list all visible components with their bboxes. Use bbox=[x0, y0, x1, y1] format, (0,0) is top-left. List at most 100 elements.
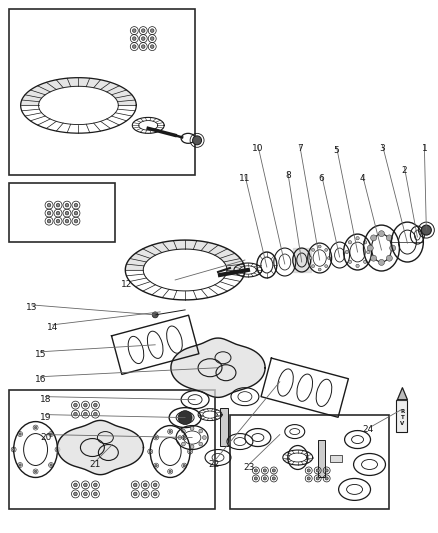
Text: 16: 16 bbox=[35, 375, 46, 384]
Bar bbox=[396, 400, 407, 432]
Circle shape bbox=[325, 477, 328, 480]
Circle shape bbox=[181, 442, 185, 446]
Circle shape bbox=[94, 413, 97, 416]
Circle shape bbox=[325, 265, 328, 268]
Circle shape bbox=[307, 477, 310, 480]
Circle shape bbox=[183, 464, 186, 467]
Circle shape bbox=[181, 429, 185, 433]
Text: 15: 15 bbox=[35, 350, 46, 359]
Circle shape bbox=[378, 231, 385, 237]
Circle shape bbox=[307, 469, 310, 472]
Circle shape bbox=[345, 251, 349, 254]
Circle shape bbox=[318, 268, 321, 271]
Circle shape bbox=[263, 469, 266, 472]
Circle shape bbox=[386, 255, 392, 261]
Circle shape bbox=[94, 483, 97, 487]
Text: 7: 7 bbox=[297, 144, 303, 153]
Text: R
T
V: R T V bbox=[400, 409, 405, 426]
Text: 13: 13 bbox=[26, 303, 37, 312]
Circle shape bbox=[316, 469, 319, 472]
Circle shape bbox=[143, 492, 147, 496]
Circle shape bbox=[150, 29, 154, 33]
Circle shape bbox=[149, 450, 152, 453]
Circle shape bbox=[47, 219, 51, 223]
Circle shape bbox=[153, 492, 157, 496]
Circle shape bbox=[84, 483, 87, 487]
Circle shape bbox=[74, 212, 78, 215]
Circle shape bbox=[312, 265, 314, 268]
Circle shape bbox=[155, 436, 157, 439]
Circle shape bbox=[150, 37, 154, 41]
Text: 23: 23 bbox=[243, 463, 254, 472]
Circle shape bbox=[367, 251, 370, 254]
Circle shape bbox=[74, 403, 77, 407]
Circle shape bbox=[356, 237, 359, 240]
Circle shape bbox=[364, 240, 367, 244]
Circle shape bbox=[153, 483, 157, 487]
Text: 18: 18 bbox=[40, 395, 51, 404]
Text: 14: 14 bbox=[47, 324, 58, 333]
Bar bbox=[220, 408, 228, 446]
Circle shape bbox=[65, 212, 69, 215]
Text: 20: 20 bbox=[40, 433, 51, 442]
Polygon shape bbox=[21, 78, 136, 106]
Circle shape bbox=[56, 448, 59, 451]
Circle shape bbox=[309, 256, 312, 260]
Circle shape bbox=[12, 448, 15, 451]
Circle shape bbox=[254, 469, 258, 472]
Circle shape bbox=[169, 430, 171, 433]
Circle shape bbox=[84, 413, 87, 416]
Circle shape bbox=[74, 204, 78, 207]
Circle shape bbox=[328, 256, 330, 260]
Text: 10: 10 bbox=[252, 144, 264, 153]
Bar bbox=[9, 9, 195, 175]
Circle shape bbox=[199, 429, 203, 433]
Circle shape bbox=[178, 435, 182, 440]
Circle shape bbox=[348, 240, 352, 244]
Circle shape bbox=[34, 470, 37, 473]
Polygon shape bbox=[125, 240, 245, 270]
Circle shape bbox=[132, 45, 136, 49]
Circle shape bbox=[152, 312, 158, 318]
Circle shape bbox=[199, 442, 203, 446]
Circle shape bbox=[325, 469, 328, 472]
Circle shape bbox=[254, 477, 258, 480]
Circle shape bbox=[84, 403, 87, 407]
Circle shape bbox=[348, 260, 352, 263]
Circle shape bbox=[316, 477, 319, 480]
Circle shape bbox=[190, 445, 194, 449]
Circle shape bbox=[74, 483, 77, 487]
Bar bbox=[9, 183, 115, 242]
Text: 21: 21 bbox=[90, 460, 101, 469]
Circle shape bbox=[364, 260, 367, 263]
Circle shape bbox=[141, 37, 145, 41]
Bar bbox=[318, 440, 325, 478]
Circle shape bbox=[356, 264, 359, 268]
Circle shape bbox=[378, 260, 385, 265]
Circle shape bbox=[371, 235, 377, 241]
Circle shape bbox=[94, 492, 97, 496]
Circle shape bbox=[193, 136, 201, 145]
Circle shape bbox=[272, 477, 276, 480]
Circle shape bbox=[312, 248, 314, 252]
Text: 12: 12 bbox=[120, 280, 132, 289]
Text: 19: 19 bbox=[40, 413, 51, 422]
Circle shape bbox=[47, 212, 51, 215]
Circle shape bbox=[65, 219, 69, 223]
Polygon shape bbox=[293, 248, 311, 272]
Circle shape bbox=[56, 212, 60, 215]
Circle shape bbox=[94, 403, 97, 407]
Circle shape bbox=[390, 245, 396, 251]
Circle shape bbox=[189, 450, 191, 453]
Text: 6: 6 bbox=[319, 174, 325, 183]
Circle shape bbox=[74, 219, 78, 223]
Circle shape bbox=[190, 426, 194, 430]
Circle shape bbox=[325, 248, 328, 252]
Text: 4: 4 bbox=[360, 174, 365, 183]
Circle shape bbox=[169, 470, 171, 473]
Circle shape bbox=[132, 29, 136, 33]
Bar bbox=[330, 455, 342, 463]
Circle shape bbox=[155, 464, 157, 467]
Circle shape bbox=[19, 464, 21, 466]
Circle shape bbox=[50, 433, 52, 435]
